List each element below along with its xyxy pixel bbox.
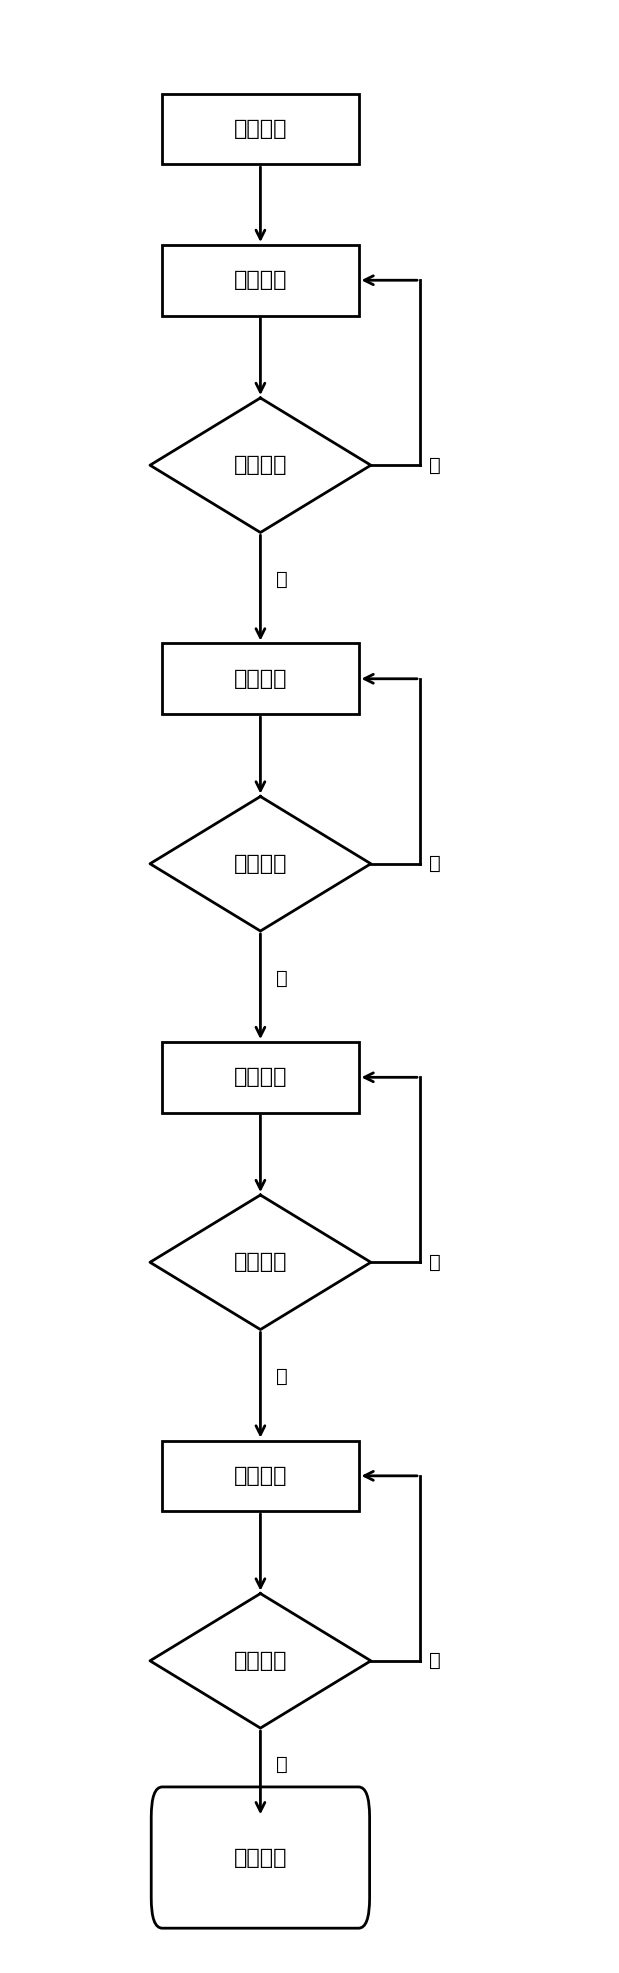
FancyBboxPatch shape	[162, 1042, 358, 1113]
Polygon shape	[150, 399, 371, 533]
Text: 保温结束: 保温结束	[234, 1651, 287, 1671]
Text: 是: 是	[275, 969, 287, 988]
Text: 反应结束: 反应结束	[234, 1847, 287, 1868]
Text: 稳定结束: 稳定结束	[234, 854, 287, 874]
Polygon shape	[150, 1594, 371, 1728]
Text: 稳定阶段: 稳定阶段	[234, 669, 287, 689]
Text: 恒温阶段: 恒温阶段	[234, 1067, 287, 1087]
Text: 是: 是	[275, 570, 287, 590]
Text: 保温阶段: 保温阶段	[234, 1466, 287, 1486]
FancyBboxPatch shape	[162, 643, 358, 714]
Text: 升温结束: 升温结束	[234, 456, 287, 475]
FancyBboxPatch shape	[162, 93, 358, 164]
Text: 否: 否	[429, 1253, 441, 1273]
Text: 恒温结束: 恒温结束	[234, 1253, 287, 1273]
Text: 否: 否	[429, 854, 441, 874]
Text: 否: 否	[429, 1651, 441, 1671]
FancyBboxPatch shape	[162, 1440, 358, 1511]
Text: 升温阶段: 升温阶段	[234, 270, 287, 290]
FancyBboxPatch shape	[162, 245, 358, 316]
Text: 是: 是	[275, 1367, 287, 1387]
Polygon shape	[150, 1196, 371, 1330]
Text: 反应开始: 反应开始	[234, 118, 287, 138]
Polygon shape	[150, 797, 371, 931]
Text: 是: 是	[275, 1754, 287, 1774]
FancyBboxPatch shape	[151, 1788, 370, 1928]
Text: 否: 否	[429, 456, 441, 475]
